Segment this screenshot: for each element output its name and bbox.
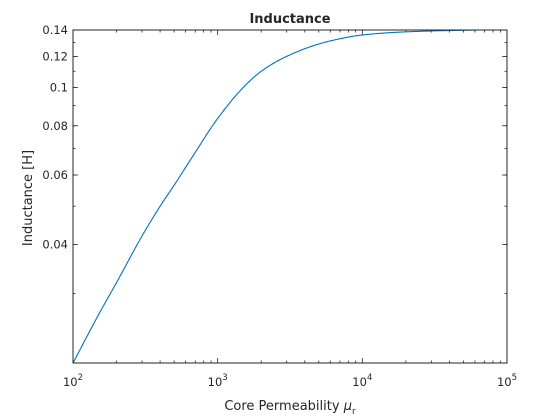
x-tick-label-exponent: 3 — [222, 373, 227, 383]
x-tick-label: 103 — [208, 373, 228, 389]
y-tick-label: 0.14 — [42, 23, 68, 37]
y-tick-labels: 0.04 0.06 0.08 0.1 0.12 0.14 — [42, 23, 68, 251]
x-tick-label-exponent: 4 — [367, 373, 372, 383]
x-axis-label-text: Core Permeability — [224, 399, 343, 414]
x-tick-label: 104 — [352, 373, 372, 389]
y-tick-label: 0.06 — [42, 168, 68, 182]
y-tick-label: 0.04 — [42, 237, 68, 251]
plot-area — [73, 30, 507, 363]
x-axis-label-symbol: μ — [343, 399, 352, 414]
x-tick-label-exponent: 2 — [78, 373, 83, 383]
series-group — [72, 29, 507, 364]
x-axis-label-subscript: r — [352, 407, 356, 417]
x-tick-label-base: 10 — [208, 375, 223, 389]
x-tick-label: 102 — [63, 373, 83, 389]
x-tick-label-exponent: 5 — [512, 373, 517, 383]
inductance-series-line — [72, 29, 507, 364]
x-tick-label: 105 — [497, 373, 517, 389]
x-tick-label-base: 10 — [497, 375, 512, 389]
y-axis-label: Inductance [H] — [21, 150, 36, 246]
axes-box — [72, 29, 508, 364]
y-tick-label: 0.1 — [50, 81, 68, 95]
plot-background — [73, 30, 507, 363]
chart-title: Inductance — [249, 12, 330, 27]
y-tick-label: 0.08 — [42, 119, 68, 133]
y-tick-label: 0.12 — [42, 49, 68, 63]
x-tick-label-base: 10 — [63, 375, 78, 389]
x-axis-label: Core Permeability μr — [224, 399, 356, 417]
x-tick-labels: 102 103 104 105 — [63, 373, 517, 389]
x-tick-label-base: 10 — [352, 375, 367, 389]
